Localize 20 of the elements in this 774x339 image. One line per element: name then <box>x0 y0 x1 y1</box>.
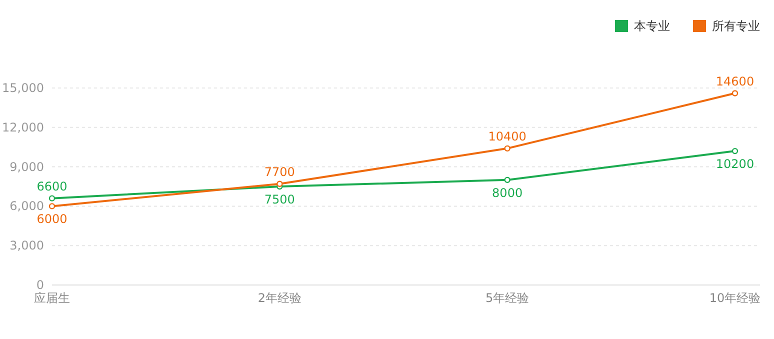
x-tick-label: 2年经验 <box>258 291 302 305</box>
y-tick-label: 3,000 <box>10 238 44 253</box>
x-tick-label: 10年经验 <box>709 291 761 305</box>
y-tick-label: 0 <box>36 278 44 292</box>
data-label: 7700 <box>264 164 295 179</box>
data-label: 6600 <box>36 179 68 194</box>
x-tick-label: 应届生 <box>34 291 70 305</box>
data-label: 6000 <box>36 212 68 226</box>
y-tick-label: 12,000 <box>2 120 44 134</box>
data-label: 7500 <box>264 192 295 206</box>
y-tick-label: 6,000 <box>10 199 44 214</box>
legend-label: 本专业 <box>634 19 670 33</box>
data-label: 14600 <box>716 74 754 88</box>
data-label: 10400 <box>488 129 526 144</box>
y-tick-label: 9,000 <box>10 160 44 174</box>
data-label: 8000 <box>492 186 523 200</box>
y-tick-label: 15,000 <box>2 81 44 95</box>
data-label: 10200 <box>716 157 754 172</box>
x-tick-label: 5年经验 <box>486 291 530 305</box>
legend-label: 所有专业 <box>712 19 760 33</box>
